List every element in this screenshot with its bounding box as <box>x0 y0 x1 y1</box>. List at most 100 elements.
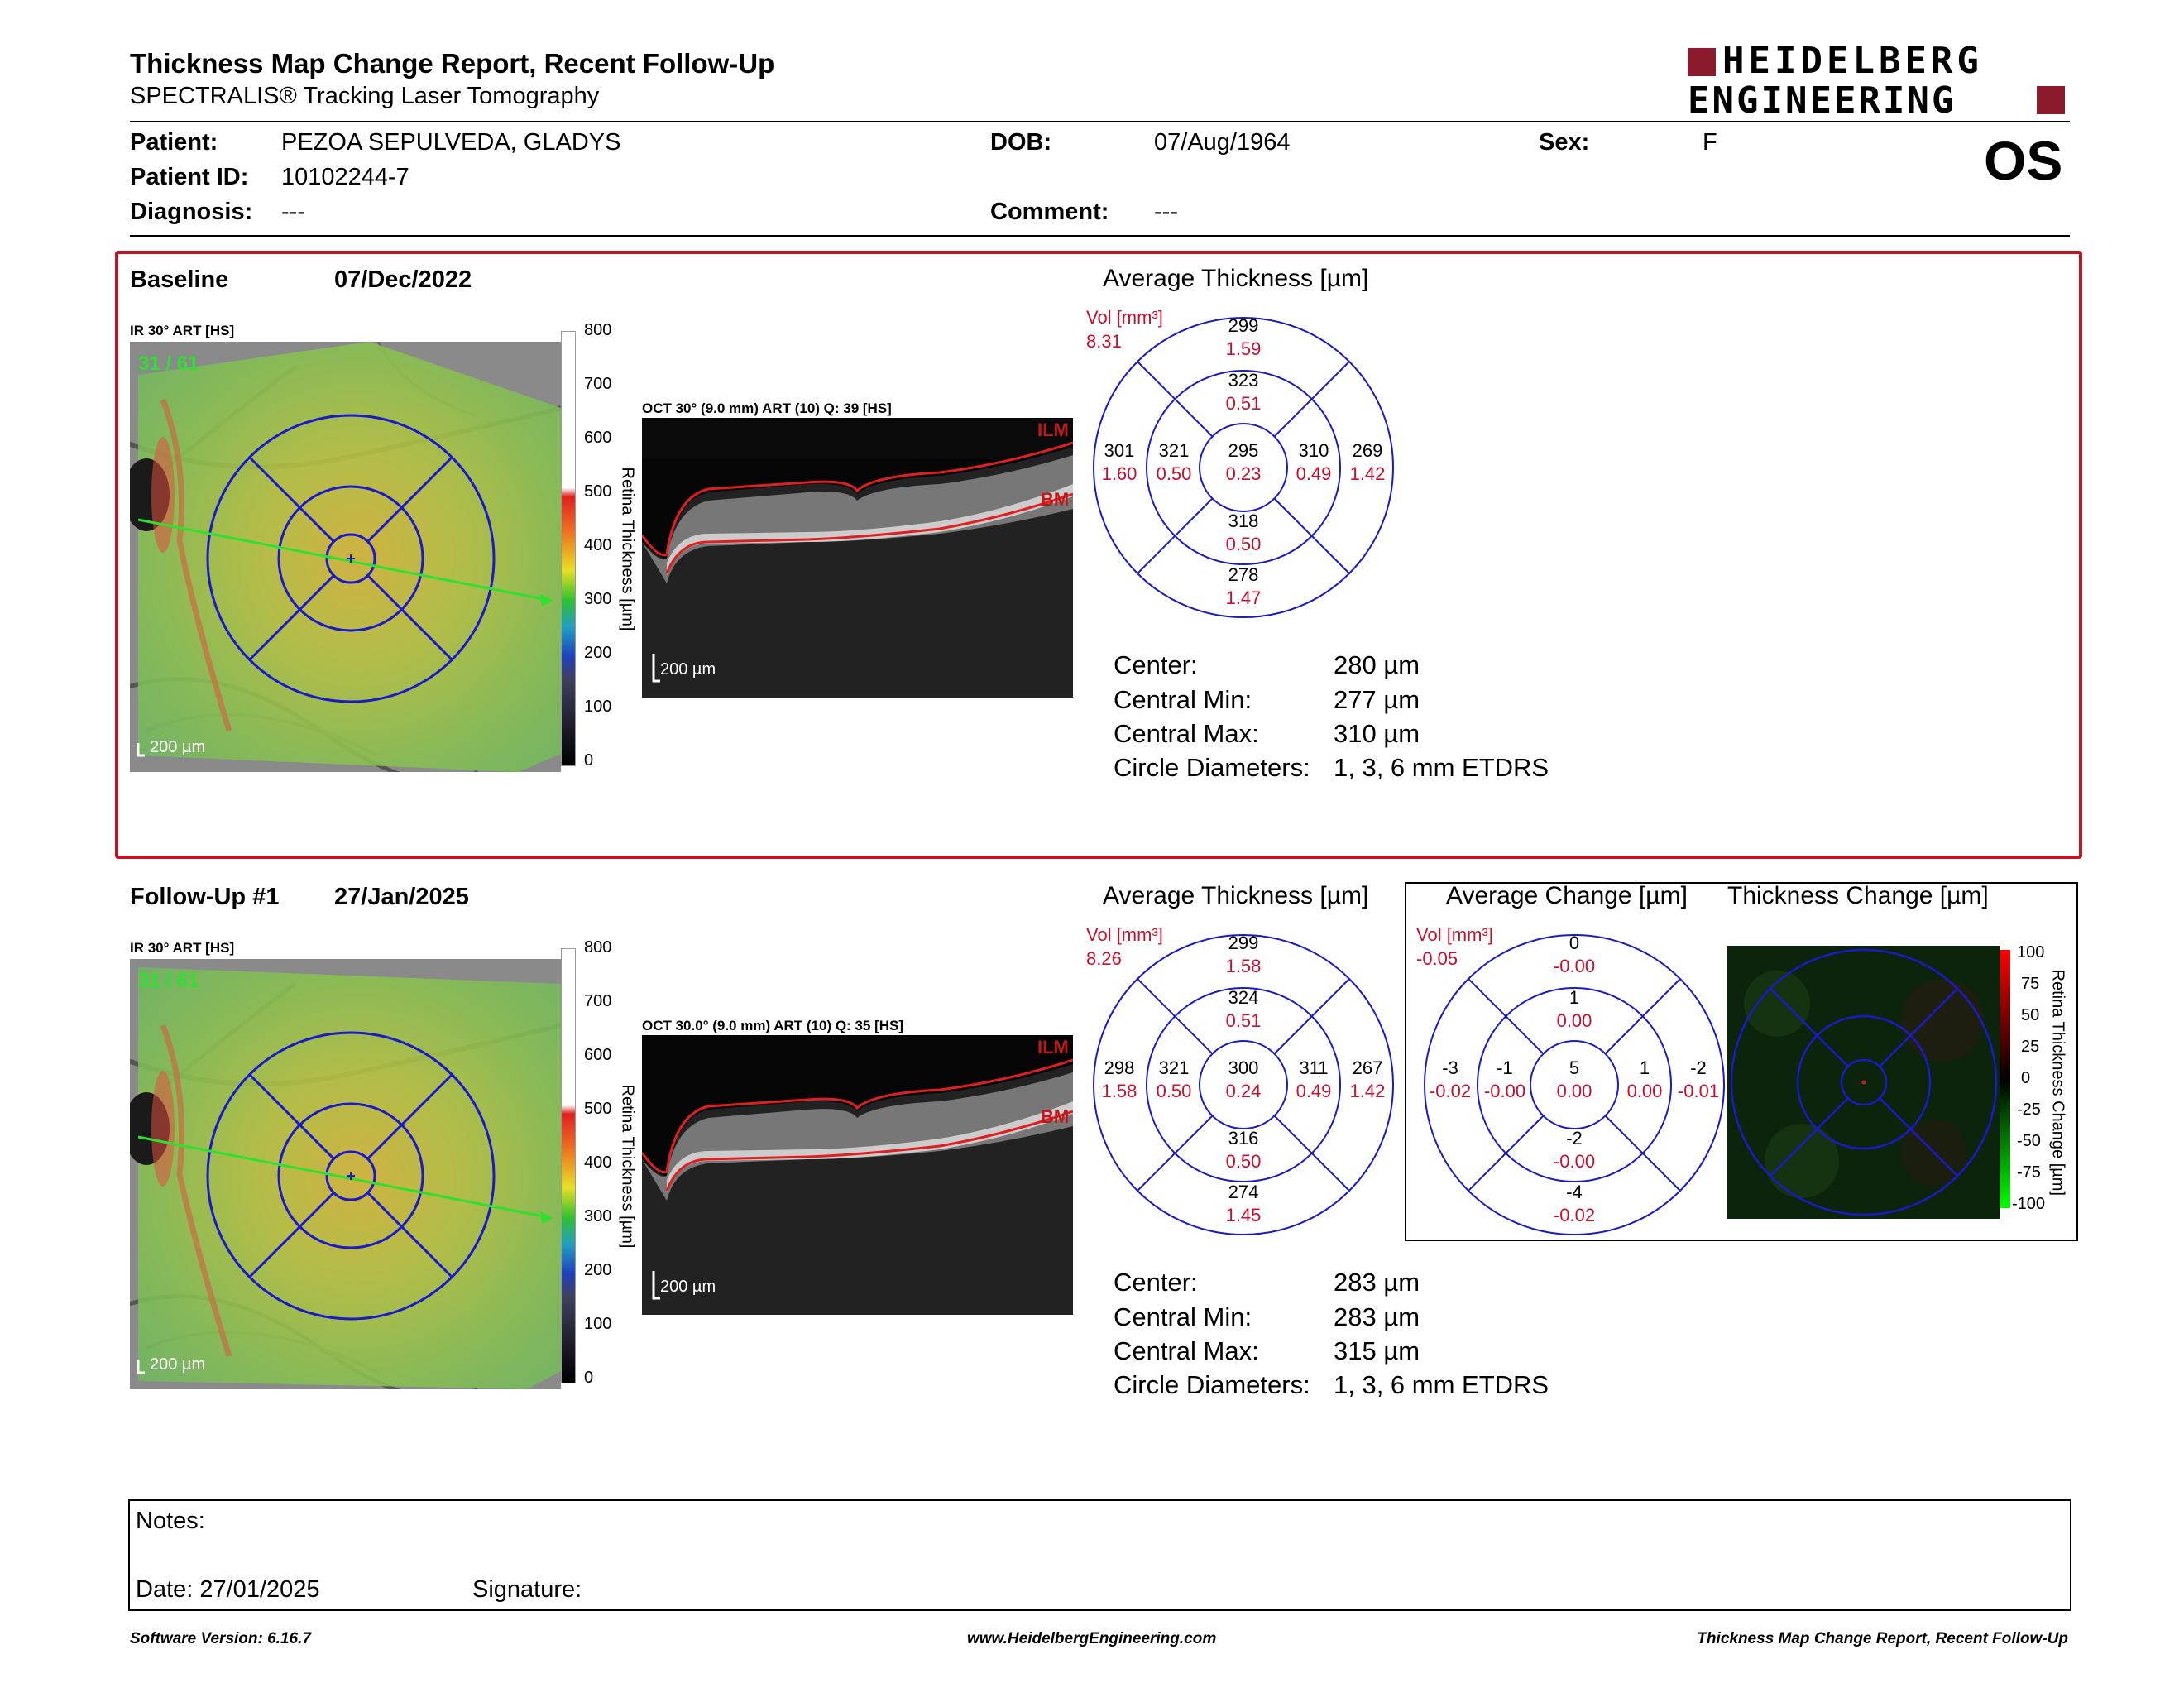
followup-oct-scan[interactable]: ILM BM 200 µm <box>640 1035 1074 1315</box>
patient-id: 10102244-7 <box>281 164 410 190</box>
change-tick-50: 50 <box>2021 1006 2040 1024</box>
baseline-ir-scale: 200 µm <box>150 738 205 756</box>
baseline-inner-nas-vol: 0.49 <box>1296 463 1332 484</box>
signature-label: Signature: <box>472 1576 582 1603</box>
followup-oct-scale: 200 µm <box>660 1278 716 1296</box>
dob: 07/Aug/1964 <box>1154 129 1291 156</box>
change-outer-temp-thk: -3 <box>1442 1057 1458 1078</box>
followup-vol-label: Vol [mm³] <box>1086 924 1163 945</box>
baseline-cb-tick-800: 800 <box>584 321 612 339</box>
baseline-vol-value: 8.31 <box>1086 331 1122 352</box>
baseline-cb-tick-700: 700 <box>584 375 612 393</box>
followup-inner-nas-thk: 311 <box>1299 1057 1329 1078</box>
change-outer-nas-vol: -0.01 <box>1677 1081 1720 1101</box>
notes-box[interactable] <box>128 1499 2071 1611</box>
baseline-cb-tick-100: 100 <box>584 698 612 716</box>
followup-colorbar-title: Retina Thickness [µm] <box>618 1084 637 1249</box>
baseline-inner-temp-vol: 0.50 <box>1156 463 1192 484</box>
change-tick-minus25: -25 <box>2017 1101 2041 1119</box>
baseline-cb-tick-400: 400 <box>584 536 612 554</box>
followup-cb-tick-700: 700 <box>584 992 612 1010</box>
followup-outer-temp-vol: 1.58 <box>1101 1081 1138 1101</box>
thickness-change-title: Thickness Change [µm] <box>1727 882 1989 909</box>
change-outer-inf-thk: -4 <box>1566 1182 1583 1202</box>
header-divider <box>130 121 2070 122</box>
change-tick-minus100: -100 <box>2012 1195 2046 1213</box>
followup-oct-label: OCT 30.0° (9.0 mm) ART (10) Q: 35 [HS] <box>642 1018 904 1033</box>
change-inner-sup-vol: 0.00 <box>1556 1010 1592 1031</box>
change-center-vol: 0.00 <box>1556 1081 1592 1101</box>
diagnosis: --- <box>281 199 305 225</box>
change-inner-inf-vol: -0.00 <box>1553 1151 1596 1172</box>
baseline-outer-nas-vol: 1.42 <box>1349 463 1386 484</box>
baseline-cb-tick-300: 300 <box>584 590 612 608</box>
followup-bm-label: BM <box>1041 1106 1069 1127</box>
baseline-oct-scan[interactable]: ILM BM 200 µm <box>640 418 1074 698</box>
followup-outer-sup-vol: 1.58 <box>1225 956 1262 976</box>
followup-ilm-label: ILM <box>1037 1037 1069 1057</box>
followup-outer-inf-vol: 1.45 <box>1225 1205 1262 1225</box>
notes-date: Date: 27/01/2025 <box>136 1576 320 1603</box>
baseline-bm-label: BM <box>1041 489 1069 510</box>
patient-name: PEZOA SEPULVEDA, GLADYS <box>281 129 621 156</box>
comment-label: Comment: <box>990 199 1109 225</box>
logo-line1: HEIDELBERG <box>1722 40 1983 82</box>
change-tick-25: 25 <box>2021 1038 2040 1056</box>
baseline-ir-image[interactable]: 31 / 61 200 µm <box>120 341 562 784</box>
baseline-colorbar-title: Retina Thickness [µm] <box>618 467 637 631</box>
baseline-ilm-label: ILM <box>1037 420 1069 440</box>
baseline-outer-sup-vol: 1.59 <box>1225 338 1262 359</box>
change-inner-nas-thk: 1 <box>1639 1057 1650 1078</box>
notes-label: Notes: <box>136 1508 205 1534</box>
change-inner-temp-thk: -1 <box>1497 1057 1513 1078</box>
baseline-oct-label: OCT 30° (9.0 mm) ART (10) Q: 39 [HS] <box>642 400 892 416</box>
change-colorbar-title: Retina Thickness Change [µm] <box>2048 969 2067 1196</box>
footer-report: Thickness Map Change Report, Recent Foll… <box>1697 1630 2068 1647</box>
followup-outer-sup-thk: 299 <box>1228 933 1259 953</box>
change-inner-sup-thk: 1 <box>1569 987 1580 1008</box>
baseline-avg-title: Average Thickness [µm] <box>1103 265 1369 292</box>
baseline-outer-nas-thk: 269 <box>1352 440 1383 461</box>
followup-cb-tick-0: 0 <box>584 1369 594 1387</box>
change-tick-0: 0 <box>2021 1069 2031 1087</box>
followup-center-vol: 0.24 <box>1225 1081 1262 1101</box>
followup-inner-inf-thk: 316 <box>1228 1128 1259 1149</box>
baseline-outer-sup-thk: 299 <box>1228 315 1259 336</box>
followup-stat-diam-label: Circle Diameters: <box>1114 1370 1310 1399</box>
baseline-ir-label: IR 30° ART [HS] <box>130 323 235 338</box>
change-outer-nas-thk: -2 <box>1690 1057 1707 1078</box>
followup-ir-label: IR 30° ART [HS] <box>130 940 235 956</box>
baseline-outer-inf-thk: 278 <box>1228 564 1259 585</box>
followup-cb-tick-400: 400 <box>584 1153 612 1172</box>
baseline-inner-sup-thk: 323 <box>1228 370 1259 391</box>
baseline-oct-scale: 200 µm <box>660 660 716 679</box>
followup-inner-temp-thk: 321 <box>1158 1057 1190 1078</box>
diagnosis-label: Diagnosis: <box>130 199 253 225</box>
change-etdrs-grid <box>1421 932 1727 1238</box>
footer-website[interactable]: www.HeidelbergEngineering.com <box>967 1630 1217 1647</box>
change-inner-nas-vol: 0.00 <box>1626 1081 1663 1101</box>
followup-outer-nas-vol: 1.42 <box>1349 1081 1386 1101</box>
baseline-stat-min-value: 277 µm <box>1334 685 1420 714</box>
followup-stat-max-label: Central Max: <box>1114 1336 1259 1365</box>
followup-ir-image[interactable]: 31 / 61 200 µm <box>120 959 562 1402</box>
followup-ir-scale: 200 µm <box>150 1355 205 1374</box>
followup-stat-center-value: 283 µm <box>1334 1268 1420 1297</box>
change-outer-sup-vol: -0.00 <box>1553 956 1596 976</box>
change-outer-sup-thk: 0 <box>1569 933 1580 953</box>
change-inner-temp-vol: -0.00 <box>1483 1081 1526 1101</box>
followup-outer-inf-thk: 274 <box>1228 1182 1259 1202</box>
change-tick-75: 75 <box>2021 975 2040 993</box>
thickness-change-map[interactable] <box>1727 946 2000 1219</box>
sex: F <box>1703 129 1717 156</box>
baseline-outer-temp-vol: 1.60 <box>1101 463 1138 484</box>
baseline-inner-nas-thk: 310 <box>1298 440 1329 461</box>
followup-cb-tick-500: 500 <box>584 1100 612 1118</box>
followup-stat-center-label: Center: <box>1114 1268 1198 1297</box>
eye-indicator: OS <box>1984 130 2063 191</box>
change-colorbar <box>2000 950 2010 1208</box>
baseline-inner-inf-thk: 318 <box>1228 511 1259 531</box>
followup-cb-tick-200: 200 <box>584 1261 612 1279</box>
followup-date: 27/Jan/2025 <box>334 884 469 910</box>
baseline-ir-overlay: 31 / 61 <box>138 352 199 375</box>
